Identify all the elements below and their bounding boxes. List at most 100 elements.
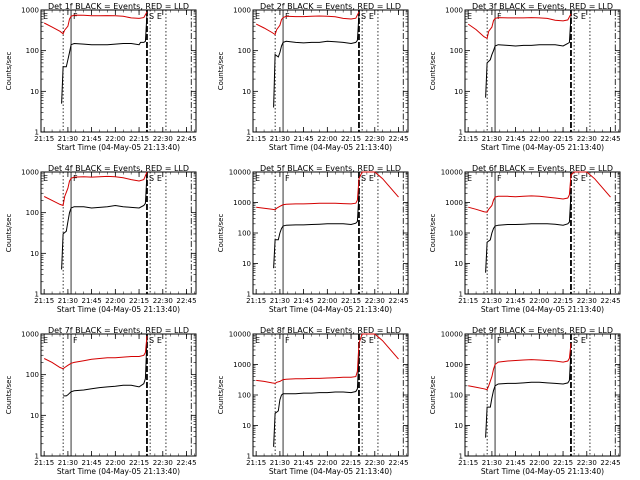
events-series-line bbox=[273, 355, 360, 447]
y-tick-label: 1000 bbox=[445, 199, 463, 207]
y-axis-label: Counts/sec bbox=[217, 376, 225, 415]
y-tick-label: 10 bbox=[454, 88, 463, 96]
marker-label-s: S bbox=[361, 12, 366, 21]
x-tick-label: 22:00 bbox=[317, 297, 337, 305]
x-tick-label: 22:00 bbox=[529, 297, 549, 305]
x-tick-label: 22:45 bbox=[176, 135, 196, 143]
plot-frame bbox=[464, 171, 621, 295]
x-tick-label: 21:15 bbox=[458, 297, 478, 305]
y-axis-label: Counts/sec bbox=[429, 376, 437, 415]
plot-frame bbox=[40, 9, 197, 133]
x-tick-label: 21:45 bbox=[294, 459, 314, 467]
x-tick-label: 22:45 bbox=[388, 135, 408, 143]
x-tick-label: 21:30 bbox=[270, 459, 290, 467]
marker-label-f: F bbox=[497, 174, 502, 183]
y-tick-label: 10 bbox=[242, 88, 251, 96]
y-tick-label: 100 bbox=[26, 371, 39, 379]
marker-label-e: E bbox=[255, 12, 260, 21]
x-tick-label: 22:00 bbox=[105, 297, 125, 305]
y-tick-label: 10000 bbox=[441, 169, 463, 177]
y-tick-label: 1 bbox=[247, 291, 251, 299]
x-tick-label: 22:30 bbox=[153, 135, 173, 143]
plot-frame bbox=[464, 333, 621, 457]
y-tick-label: 100 bbox=[26, 47, 39, 55]
marker-label-e: E bbox=[43, 174, 48, 183]
x-tick-label: 21:30 bbox=[270, 135, 290, 143]
marker-label-e: E bbox=[581, 336, 586, 345]
x-tick-label: 22:15 bbox=[129, 297, 149, 305]
y-tick-label: 1000 bbox=[21, 169, 39, 177]
marker-label-e: E bbox=[157, 336, 162, 345]
marker-label-f: F bbox=[73, 12, 78, 21]
x-tick-label: 22:30 bbox=[365, 135, 385, 143]
x-tick-label: 21:30 bbox=[482, 297, 502, 305]
x-tick-label: 21:30 bbox=[58, 135, 78, 143]
x-tick-label: 21:15 bbox=[34, 459, 54, 467]
y-tick-label: 10000 bbox=[229, 331, 251, 339]
events-series-line bbox=[61, 173, 148, 270]
marker-label-e: E bbox=[369, 174, 374, 183]
chart-title: Det 6f BLACK = Events, RED = LLD bbox=[472, 164, 613, 173]
x-tick-label: 22:30 bbox=[577, 459, 597, 467]
x-tick-label: 21:15 bbox=[246, 297, 266, 305]
events-series-line bbox=[273, 193, 360, 269]
x-tick-label: 22:45 bbox=[176, 297, 196, 305]
x-tick-label: 21:45 bbox=[294, 135, 314, 143]
marker-label-s: S bbox=[149, 336, 154, 345]
marker-label-e: E bbox=[369, 12, 374, 21]
marker-label-e: E bbox=[43, 12, 48, 21]
y-tick-label: 10000 bbox=[229, 169, 251, 177]
x-tick-label: 21:15 bbox=[246, 459, 266, 467]
x-axis-label: Start Time (04-May-05 21:13:40) bbox=[57, 467, 180, 476]
x-tick-label: 22:00 bbox=[105, 459, 125, 467]
x-axis-label: Start Time (04-May-05 21:13:40) bbox=[269, 467, 392, 476]
lld-series-line bbox=[255, 11, 360, 36]
x-tick-label: 22:15 bbox=[553, 297, 573, 305]
y-axis-label: Counts/sec bbox=[5, 376, 13, 415]
x-tick-label: 22:15 bbox=[341, 297, 361, 305]
y-tick-label: 1000 bbox=[233, 7, 251, 15]
y-tick-label: 100 bbox=[238, 230, 251, 238]
x-tick-label: 22:30 bbox=[577, 135, 597, 143]
x-tick-label: 21:30 bbox=[58, 297, 78, 305]
chart-title: Det 4f BLACK = Events, RED = LLD bbox=[48, 164, 189, 173]
y-tick-label: 100 bbox=[238, 47, 251, 55]
x-tick-label: 21:45 bbox=[82, 297, 102, 305]
x-tick-label: 21:45 bbox=[506, 459, 526, 467]
marker-label-e: E bbox=[255, 174, 260, 183]
x-tick-label: 21:30 bbox=[270, 297, 290, 305]
plot-frame bbox=[40, 333, 197, 457]
y-tick-label: 1000 bbox=[21, 7, 39, 15]
plot-frame bbox=[252, 333, 409, 457]
plot-frame bbox=[464, 9, 621, 133]
x-tick-label: 22:30 bbox=[577, 297, 597, 305]
x-axis-label: Start Time (04-May-05 21:13:40) bbox=[481, 143, 604, 152]
x-tick-label: 21:45 bbox=[506, 135, 526, 143]
marker-label-e: E bbox=[157, 12, 162, 21]
x-tick-label: 22:45 bbox=[600, 135, 620, 143]
chart-title: Det 3f BLACK = Events, RED = LLD bbox=[472, 2, 613, 11]
lld-series-line bbox=[43, 171, 148, 207]
events-series-line bbox=[63, 337, 148, 397]
lld-series-line bbox=[256, 333, 399, 384]
y-tick-label: 10 bbox=[30, 88, 39, 96]
x-tick-label: 22:15 bbox=[341, 135, 361, 143]
marker-label-e: E bbox=[581, 174, 586, 183]
marker-label-s: S bbox=[573, 12, 578, 21]
lld-series-line bbox=[43, 11, 148, 35]
x-tick-label: 21:45 bbox=[506, 297, 526, 305]
marker-label-e: E bbox=[369, 336, 374, 345]
marker-label-s: S bbox=[361, 174, 366, 183]
x-tick-label: 22:45 bbox=[600, 297, 620, 305]
y-tick-label: 10 bbox=[30, 250, 39, 258]
lld-series-line bbox=[467, 13, 572, 40]
y-axis-label: Counts/sec bbox=[5, 52, 13, 91]
chart-title: Det 1f BLACK = Events, RED = LLD bbox=[48, 2, 189, 11]
marker-label-f: F bbox=[73, 336, 78, 345]
x-tick-label: 22:45 bbox=[388, 459, 408, 467]
y-tick-label: 1000 bbox=[445, 7, 463, 15]
x-tick-label: 22:00 bbox=[529, 459, 549, 467]
marker-label-f: F bbox=[73, 174, 78, 183]
chart-title: Det 9f BLACK = Events, RED = LLD bbox=[472, 326, 613, 335]
y-tick-label: 1 bbox=[35, 453, 39, 461]
